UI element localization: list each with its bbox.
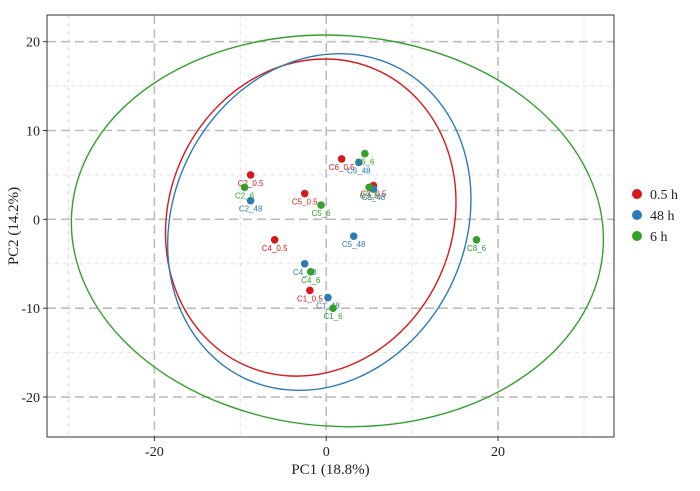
legend-label: 48 h	[650, 209, 675, 224]
data-point	[361, 149, 369, 158]
data-point	[329, 304, 337, 312]
legend-marker	[632, 210, 642, 220]
data-point-label: C5_0.5	[292, 198, 318, 207]
legend-label: 6 h	[650, 230, 668, 245]
data-point-label: C8_6	[467, 244, 487, 253]
data-point	[349, 232, 358, 241]
data-point-label: C1_48	[316, 302, 340, 311]
data-point-label: C3_48	[362, 193, 386, 202]
data-point	[246, 171, 255, 179]
axis-ticks: -20 0 20 -20 -10 0 10 20	[21, 36, 505, 460]
confidence-ellipse	[164, 58, 457, 377]
data-point	[306, 286, 314, 295]
data-point	[337, 155, 346, 163]
y-tick-label: 10	[26, 124, 40, 139]
legend-label: 0.5 h	[650, 188, 678, 203]
grid-lines	[47, 15, 614, 437]
y-tick-label: 0	[33, 213, 40, 228]
data-points: C2_0.5 C5_0.5 C6_0.5 C3_0.5 C4_0.5 C1_0.5 C2_4…	[235, 149, 487, 321]
legend-marker	[632, 189, 642, 199]
data-point	[472, 235, 481, 244]
x-axis-title: PC1 (18.8%)	[291, 462, 369, 478]
data-point-label: C6_6	[355, 158, 375, 167]
confidence-ellipse	[166, 52, 472, 392]
y-tick-label: -10	[21, 302, 40, 317]
data-point-label: C6_0.5	[329, 163, 355, 172]
y-tick-label: 20	[26, 36, 40, 51]
data-point-label: C1_6	[324, 312, 344, 321]
data-point-label: C4_6	[301, 276, 321, 285]
legend-marker	[632, 231, 642, 241]
data-point-label: C2_0.5	[238, 179, 264, 188]
data-point-label: C3_6	[360, 191, 380, 200]
data-point-label: C5_6	[311, 209, 331, 218]
data-point-label: C4_48	[293, 268, 317, 277]
data-point-label: C2_48	[239, 205, 263, 214]
data-point	[240, 183, 249, 192]
data-point	[306, 267, 315, 276]
data-point-label: C1_0.5	[297, 294, 323, 303]
data-point-label: C5_48	[342, 240, 366, 249]
data-point-label: C2_6	[235, 191, 255, 200]
data-point-label: C3_0.5	[361, 190, 387, 199]
data-point	[246, 196, 255, 205]
plot-frame	[46, 14, 615, 438]
data-point	[355, 158, 363, 167]
data-point	[300, 189, 309, 198]
data-point-label: C4_0.5	[262, 244, 288, 253]
data-point	[365, 183, 373, 192]
legend: 0.5 h 48 h 6 h	[632, 188, 678, 245]
confidence-ellipse	[70, 34, 605, 428]
y-axis-title: PC2 (14.2%)	[6, 187, 22, 265]
x-tick-label: 20	[491, 445, 505, 460]
x-tick-label: -20	[145, 445, 164, 460]
data-point	[300, 259, 309, 268]
x-tick-label: 0	[323, 445, 330, 460]
data-point	[324, 293, 332, 302]
data-point-label: C6_48	[347, 166, 371, 175]
y-tick-label: -20	[21, 391, 40, 406]
confidence-ellipses	[70, 34, 605, 428]
data-point	[270, 235, 279, 244]
data-point	[317, 201, 325, 209]
